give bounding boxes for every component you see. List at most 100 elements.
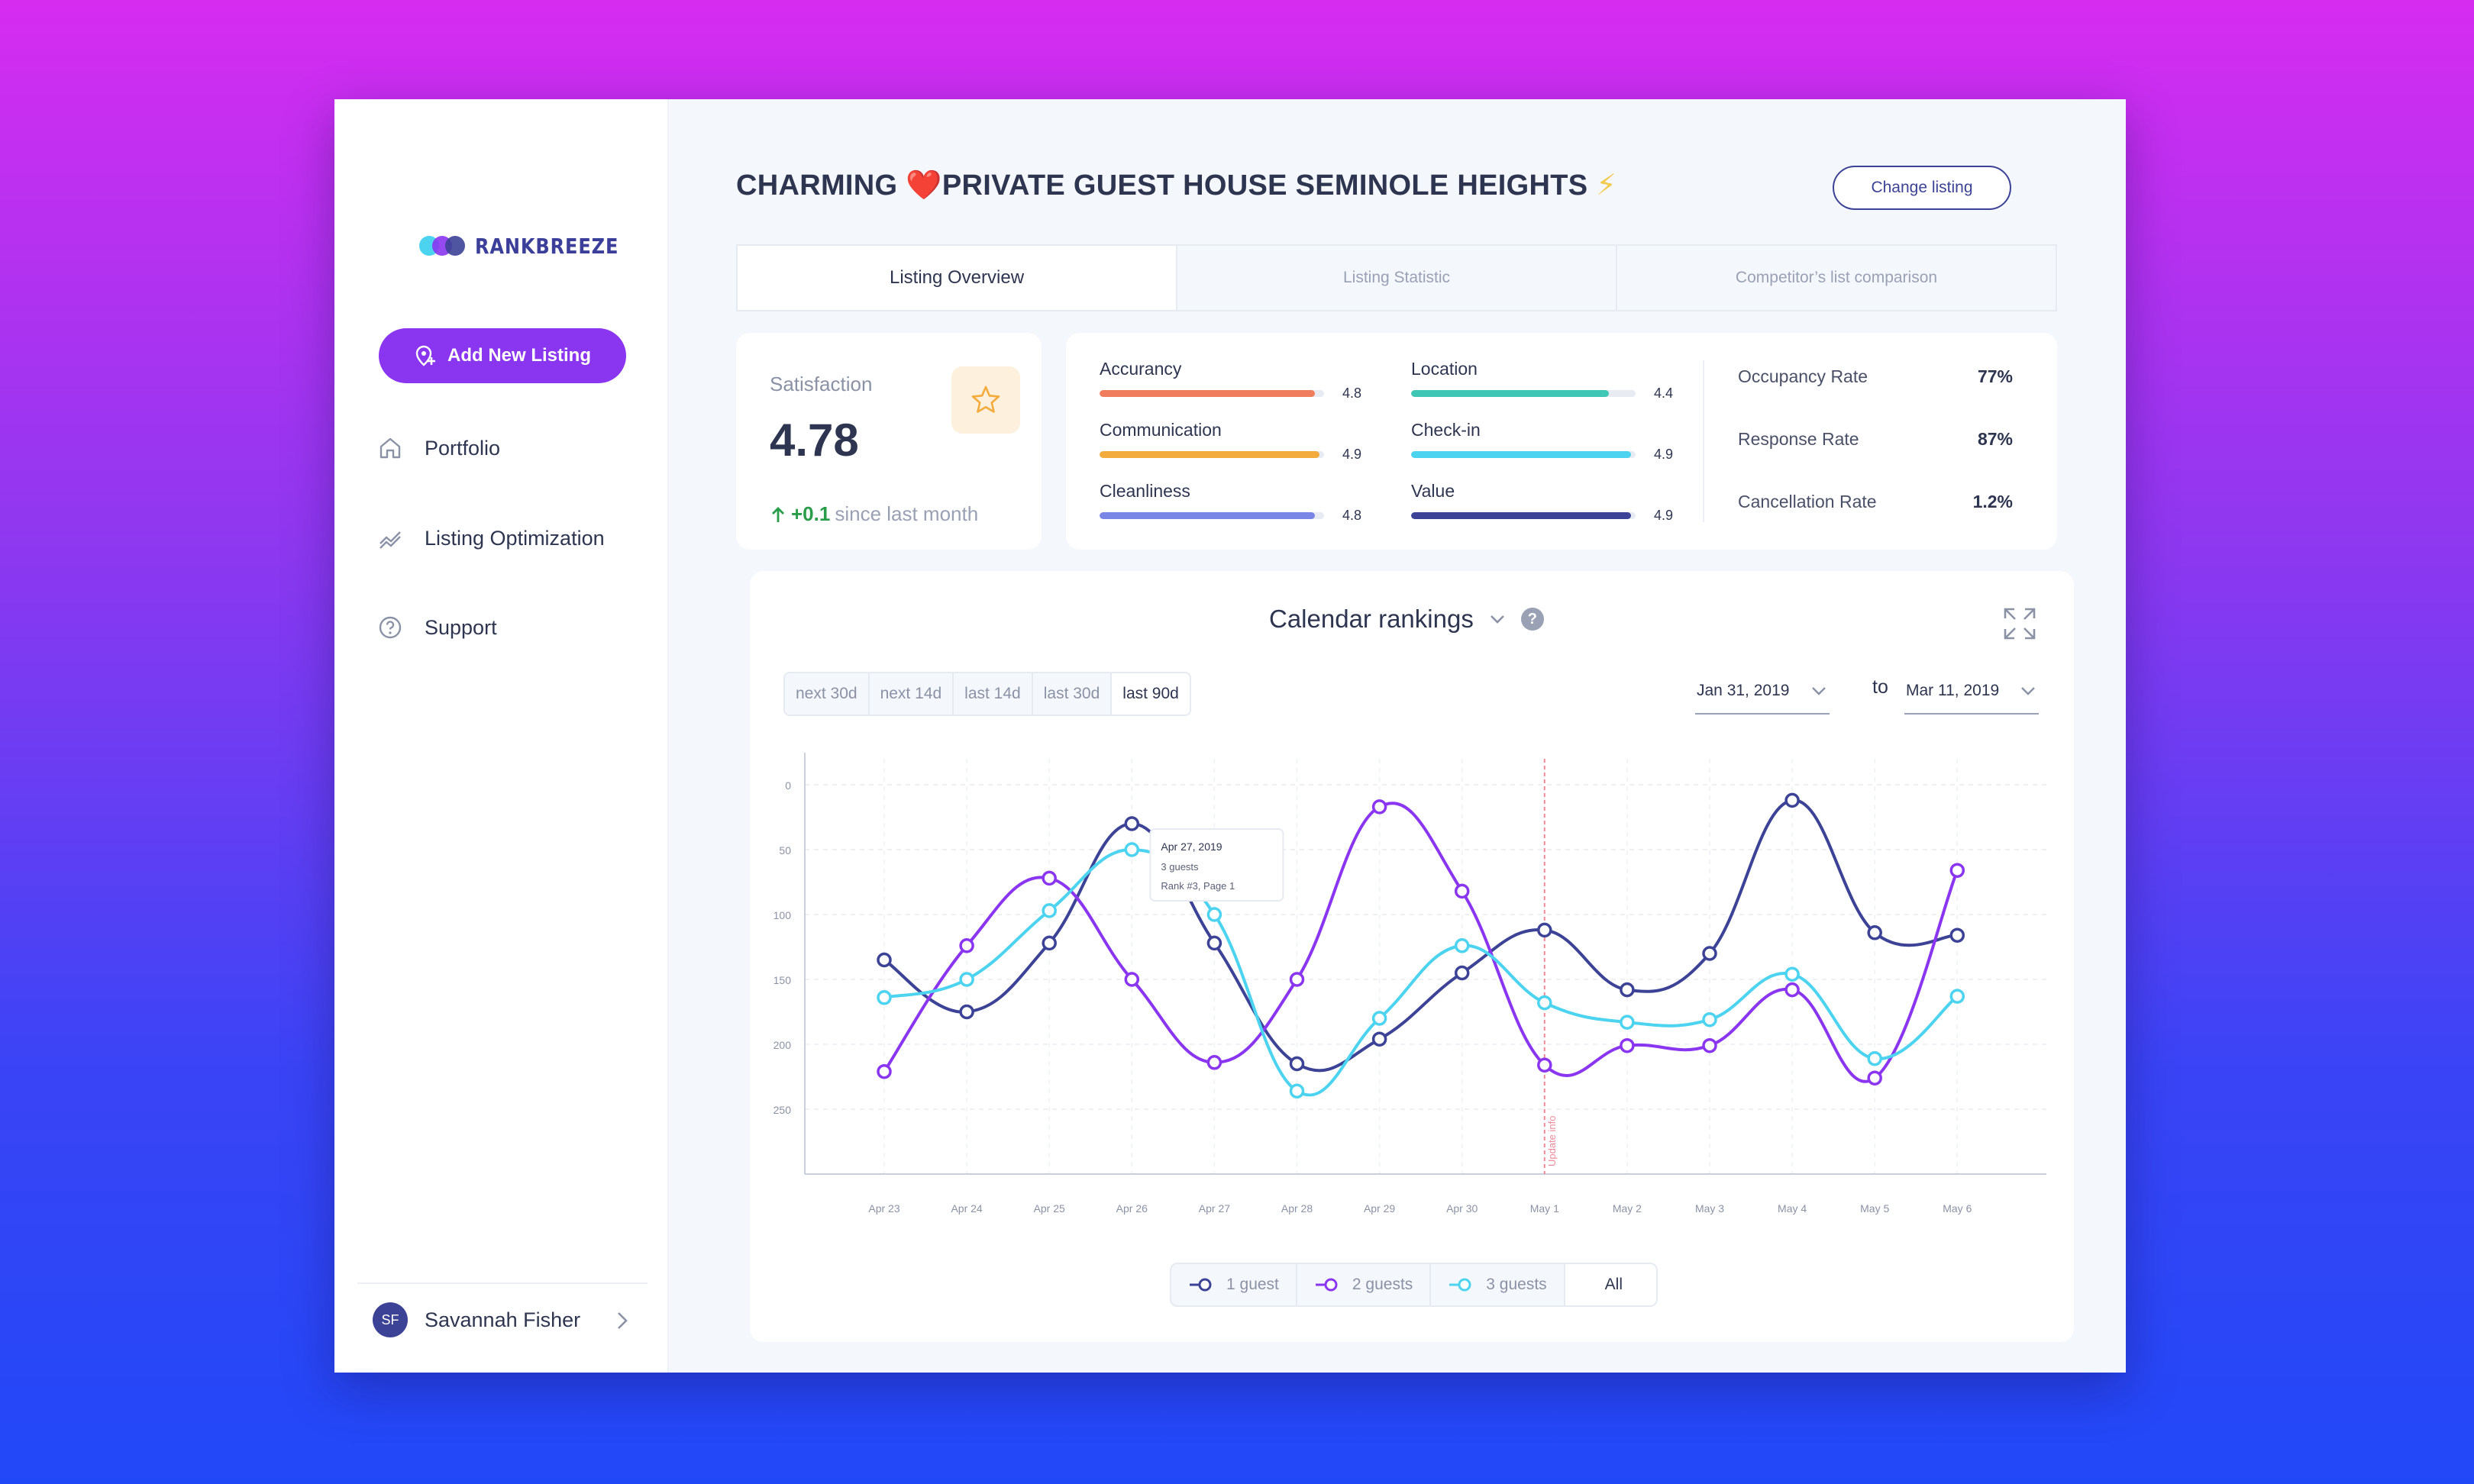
range-last-14d[interactable]: last 14d	[954, 673, 1033, 715]
data-point-2-guests	[1206, 1055, 1222, 1070]
x-tick-label: May 2	[1613, 1202, 1642, 1215]
data-point-2-guests	[1949, 863, 1965, 878]
satisfaction-card: Satisfaction 4.78 +0.1 since last month	[736, 333, 1042, 550]
rating-bar-fill	[1100, 390, 1316, 397]
chart-legend: 1 guest 2 guests 3 guests All	[1170, 1263, 1658, 1307]
y-tick-label: 250	[774, 1104, 792, 1116]
bolt-emoji: ⚡	[1596, 169, 1617, 202]
tab-listing-overview[interactable]: Listing Overview	[738, 246, 1177, 310]
legend-label: 1 guest	[1226, 1276, 1279, 1293]
data-point-2-guests	[1784, 982, 1800, 998]
help-icon[interactable]: ?	[1520, 608, 1544, 631]
rating-value: 4.9	[1654, 508, 1674, 523]
change-listing-button[interactable]: Change listing	[1833, 166, 2011, 210]
user-menu[interactable]: SF Savannah Fisher	[373, 1302, 580, 1337]
rating-value: 4.9	[1342, 447, 1362, 462]
tooltip-line: Rank #3, Page 1	[1161, 880, 1235, 892]
chart-title-dropdown[interactable]: Calendar rankings ?	[1269, 605, 1544, 634]
rating-bar-row: 4.8	[1100, 508, 1420, 524]
rating-check-in: Check-in 4.9	[1411, 420, 1732, 463]
rating-bar-row: 4.8	[1100, 386, 1420, 402]
rating-bar-fill	[1100, 451, 1320, 458]
tooltip-box	[1149, 828, 1284, 902]
data-point-1-guest	[1949, 928, 1965, 943]
rating-bar-row: 4.9	[1411, 508, 1732, 524]
y-tick-label: 100	[774, 909, 792, 921]
rating-value: 4.8	[1342, 386, 1362, 401]
help-circle-icon	[379, 616, 402, 639]
data-point-3-guests	[1784, 966, 1800, 982]
sidebar-item-listing-optimization[interactable]: Listing Optimization	[377, 525, 605, 551]
x-tick-label: May 4	[1778, 1202, 1807, 1215]
add-new-listing-button[interactable]: Add New Listing	[379, 328, 626, 383]
data-point-2-guests	[1124, 972, 1140, 987]
rates-divider	[1703, 360, 1704, 522]
x-tick-label: Apr 26	[1116, 1202, 1148, 1215]
trend-icon	[379, 531, 401, 549]
rating-label: Location	[1411, 359, 1478, 379]
tooltip-date: Apr 27, 2019	[1161, 840, 1222, 853]
page-title: CHARMING ❤️PRIVATE GUEST HOUSE SEMINOLE …	[736, 168, 1616, 202]
x-tick-label: Apr 27	[1199, 1202, 1230, 1215]
rating-bar-row: 4.9	[1100, 447, 1420, 463]
data-point-3-guests	[1206, 907, 1222, 922]
x-tick-label: Apr 24	[951, 1202, 982, 1215]
data-point-2-guests	[1042, 870, 1057, 886]
rating-label: Value	[1411, 481, 1455, 501]
x-tick-label: Apr 23	[868, 1202, 899, 1215]
satisfaction-change: +0.1 since last month	[770, 502, 978, 526]
rating-value: 4.9	[1654, 447, 1674, 462]
date-from-select[interactable]: Jan 31, 2019	[1695, 669, 1830, 715]
response-rate: Response Rate 87%	[1738, 429, 2013, 450]
sidebar-divider	[357, 1282, 648, 1284]
rating-value: 4.8	[1342, 508, 1362, 523]
rating-bar-track	[1100, 451, 1324, 458]
series-line-1-guest	[883, 798, 1959, 1073]
data-point-3-guests	[1124, 842, 1140, 857]
data-point-2-guests	[1371, 799, 1387, 815]
chevron-right-icon[interactable]	[611, 1307, 634, 1334]
legend-2-guests[interactable]: 2 guests	[1297, 1264, 1432, 1305]
legend-label: 2 guests	[1352, 1276, 1413, 1293]
y-tick-label: 150	[774, 974, 792, 986]
data-point-1-guest	[1289, 1056, 1305, 1072]
legend-all[interactable]: All	[1565, 1264, 1657, 1305]
rating-bar-track	[1411, 390, 1636, 397]
rating-label: Cleanliness	[1100, 481, 1190, 501]
brand-logo[interactable]: RANKBREEZE	[417, 231, 642, 261]
data-point-1-guest	[1206, 935, 1222, 951]
sidebar-item-label: Support	[425, 615, 497, 639]
range-next-30d[interactable]: next 30d	[785, 673, 870, 715]
brand-name: RANKBREEZE	[475, 233, 619, 259]
rating-bar-fill	[1100, 512, 1316, 519]
series-line-icon	[1449, 1278, 1471, 1292]
range-last-30d[interactable]: last 30d	[1033, 673, 1113, 715]
tab-competitor-comparison[interactable]: Competitor’s list comparison	[1735, 269, 1938, 286]
data-point-1-guest	[1124, 816, 1140, 831]
add-location-icon	[415, 345, 435, 366]
data-point-1-guest	[959, 1004, 974, 1020]
date-to-select[interactable]: Mar 11, 2019	[1904, 669, 2039, 715]
range-last-90d[interactable]: last 90d	[1112, 673, 1190, 715]
rating-communication: Communication 4.9	[1100, 420, 1420, 463]
legend-1-guest[interactable]: 1 guest	[1171, 1264, 1297, 1305]
x-tick-label: May 5	[1860, 1202, 1889, 1215]
rating-bar-row: 4.4	[1411, 386, 1732, 402]
range-next-14d[interactable]: next 14d	[870, 673, 954, 715]
rating-value: Value 4.9	[1411, 481, 1732, 524]
expand-icon[interactable]	[2002, 606, 2037, 641]
sidebar-item-support[interactable]: Support	[377, 615, 497, 640]
rate-value: 77%	[1977, 366, 2013, 386]
legend-3-guests[interactable]: 3 guests	[1431, 1264, 1565, 1305]
rating-bar-fill	[1411, 512, 1632, 519]
tab-listing-statistic[interactable]: Listing Statistic	[1177, 246, 1617, 310]
title-text: CHARMING	[736, 169, 898, 202]
app-window: RANKBREEZE Add New Listing Portfolio Lis…	[334, 99, 2126, 1373]
occupancy-rate: Occupancy Rate 77%	[1738, 366, 2013, 387]
date-to-label: to	[1872, 676, 1888, 698]
x-tick-label: Apr 29	[1364, 1202, 1395, 1215]
rating-label: Accurancy	[1100, 359, 1182, 379]
rating-bar-track	[1411, 512, 1636, 519]
rating-accurancy: Accurancy 4.8	[1100, 359, 1420, 402]
sidebar-item-portfolio[interactable]: Portfolio	[377, 435, 500, 461]
